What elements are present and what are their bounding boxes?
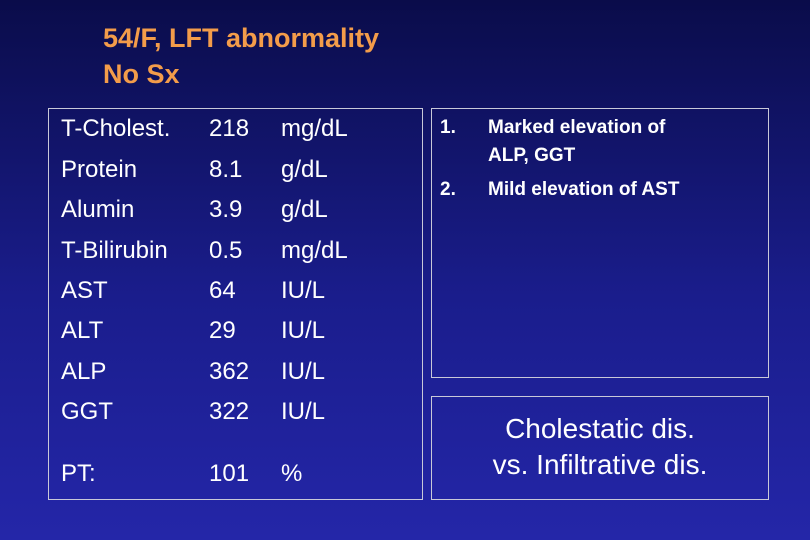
finding-text: Mild elevation of AST bbox=[488, 179, 680, 200]
finding-number: 2. bbox=[440, 179, 456, 200]
conclusion-line-1: Cholestatic dis. bbox=[505, 413, 695, 444]
lab-unit: IU/L bbox=[281, 398, 326, 425]
lab-name: GGT bbox=[61, 398, 113, 425]
lab-unit: g/dL bbox=[281, 156, 328, 183]
lab-value: 362 bbox=[209, 358, 250, 385]
conclusion-box: Cholestatic dis. vs. Infiltrative dis. bbox=[431, 396, 769, 500]
lab-value: 322 bbox=[209, 398, 250, 425]
lab-name: ALP bbox=[61, 358, 107, 385]
lab-unit: IU/L bbox=[281, 358, 326, 385]
lab-name: ALT bbox=[61, 317, 104, 344]
conclusion-line-2: vs. Infiltrative dis. bbox=[492, 449, 708, 480]
finding-text: ALP, GGT bbox=[488, 145, 576, 166]
title-line-1: 54/F, LFT abnormality bbox=[103, 23, 380, 53]
lab-value: 218 bbox=[209, 115, 250, 142]
lab-name: AST bbox=[61, 277, 108, 304]
lab-value: 64 bbox=[209, 277, 236, 304]
lab-name: T-Bilirubin bbox=[61, 237, 168, 264]
lab-unit: % bbox=[281, 460, 303, 487]
slide-title: 54/F, LFT abnormality No Sx bbox=[103, 20, 379, 92]
lab-value: 29 bbox=[209, 317, 236, 344]
lab-unit: mg/dL bbox=[281, 115, 348, 142]
lab-value: 101 bbox=[209, 460, 250, 487]
lab-value: 3.9 bbox=[209, 196, 243, 223]
lab-results-box: T-Cholest. 218 mg/dL Protein 8.1 g/dL Al… bbox=[48, 108, 423, 500]
lab-unit: mg/dL bbox=[281, 237, 348, 264]
finding-number: 1. bbox=[440, 117, 456, 138]
lab-unit: IU/L bbox=[281, 277, 326, 304]
lab-name: T-Cholest. bbox=[61, 115, 171, 142]
title-line-2: No Sx bbox=[103, 59, 180, 89]
lab-name: Alumin bbox=[61, 196, 135, 223]
lab-value: 8.1 bbox=[209, 156, 243, 183]
lab-value: 0.5 bbox=[209, 237, 243, 264]
lab-unit: IU/L bbox=[281, 317, 326, 344]
lab-name: Protein bbox=[61, 156, 138, 183]
lab-name: PT: bbox=[61, 460, 96, 487]
finding-text: Marked elevation of bbox=[488, 117, 666, 138]
findings-box: 1. Marked elevation of ALP, GGT 2. Mild … bbox=[431, 108, 769, 378]
lab-unit: g/dL bbox=[281, 196, 328, 223]
